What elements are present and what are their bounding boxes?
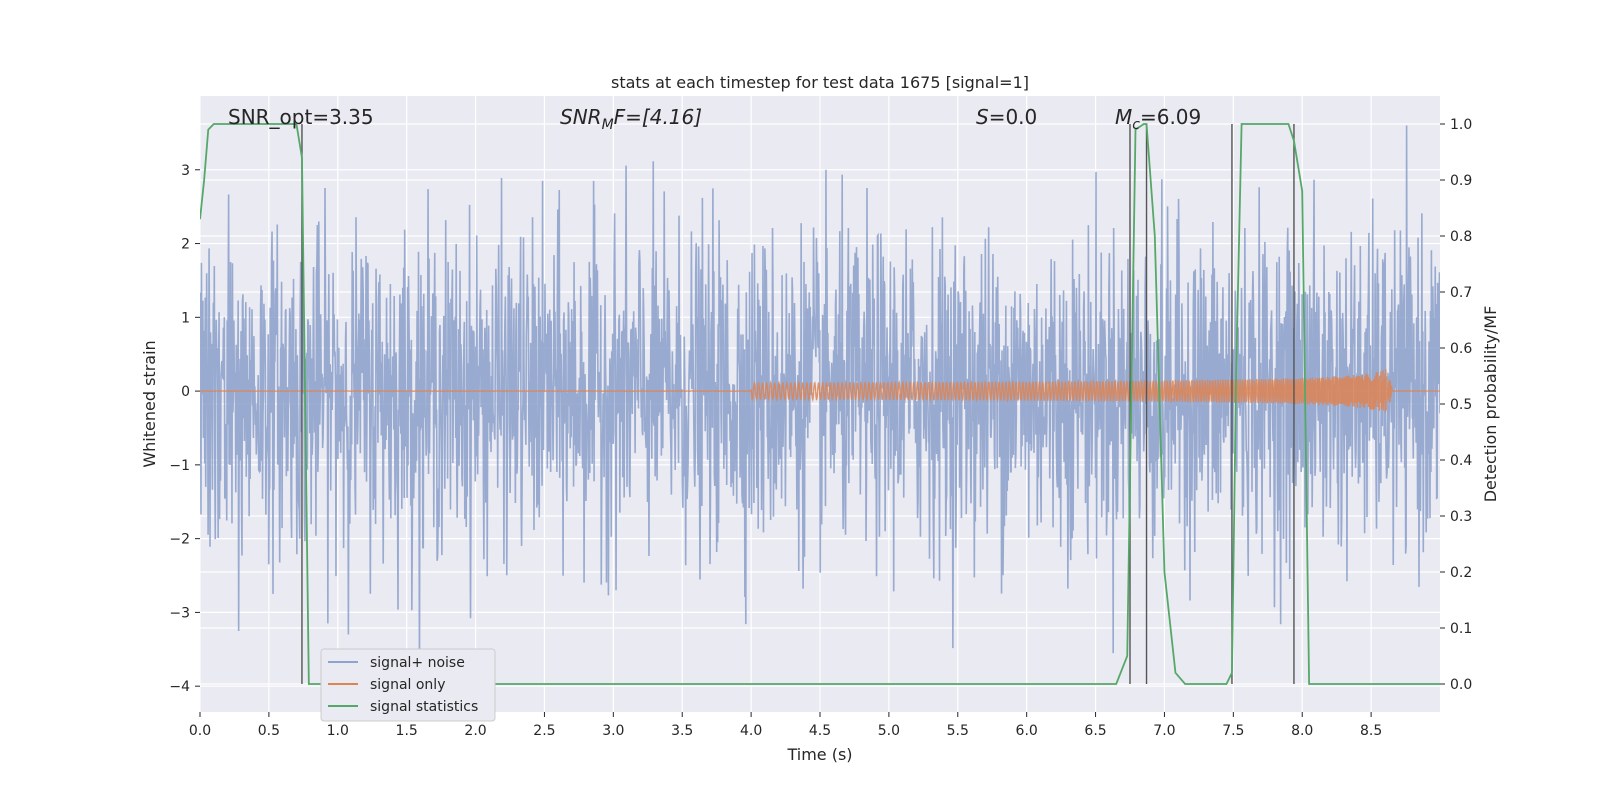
x-tick-label: 4.0 [740,723,762,739]
y-tick-label-right: 1.0 [1450,117,1472,133]
axes: 0.0 0.5 1.0 1.5 2.0 2.5 3.0 3.5 4.0 4.5 5.0 5.5 6.0 6… [169,117,1472,739]
y-tick-label-right: 0.5 [1450,397,1472,413]
y-tick-label-right: 0.8 [1450,229,1472,245]
legend: signal+ noise signal only signal statist… [320,648,496,722]
x-tick-label: 5.5 [947,723,969,739]
y-tick-label-left: 0 [181,384,190,400]
annotation-snr-opt: SNR_opt=3.35 [228,105,374,129]
x-tick-label: 8.5 [1360,723,1382,739]
y-tick-label-right: 0.9 [1450,173,1472,189]
y-tick-label-right: 0.1 [1450,621,1472,637]
legend-label-signal-noise: signal+ noise [370,655,465,671]
annotation-mc: Mc=6.09 [1115,105,1201,133]
x-tick-label: 8.0 [1291,723,1313,739]
y-axis-label-right: Detection probability/MF [1481,306,1500,503]
y-tick-label-left: 2 [181,237,190,253]
series-signal-only [200,369,1440,413]
y-tick-label-left: −1 [169,458,190,474]
y-axis-label-left: Whitened strain [140,340,159,467]
x-tick-label: 0.5 [258,723,280,739]
x-tick-label: 6.5 [1084,723,1106,739]
y-tick-label-right: 0.4 [1450,453,1472,469]
legend-label-signal-only: signal only [370,677,445,693]
x-axis-label: Time (s) [786,745,852,764]
x-tick-label: 0.0 [189,723,211,739]
annotation-snr-mf: SNRMF=[4.16] [560,105,702,133]
y-tick-label-left: −2 [169,532,190,548]
x-tick-label: 2.5 [533,723,555,739]
annotation-s: S=0.0 [976,105,1037,129]
y-tick-label-left: −4 [169,679,190,695]
x-tick-label: 3.5 [671,723,693,739]
legend-label-signal-statistics: signal statistics [370,699,478,715]
x-tick-label: 1.0 [327,723,349,739]
series-signal-noise [200,125,1440,683]
legend-box [320,648,496,722]
chart-title: stats at each timestep for test data 167… [611,73,1029,92]
y-tick-label-right: 0.7 [1450,285,1472,301]
plot-layer [200,123,1440,685]
y-tick-label-right: 0.0 [1450,677,1472,693]
y-tick-label-left: 1 [181,310,190,326]
y-tick-label-right: 0.2 [1450,565,1472,581]
x-tick-label: 7.0 [1153,723,1175,739]
x-tick-label: 6.0 [1016,723,1038,739]
x-tick-label: 5.0 [878,723,900,739]
y-tick-label-left: 3 [181,163,190,179]
x-tick-label: 3.0 [602,723,624,739]
x-tick-label: 1.5 [396,723,418,739]
x-tick-label: 4.5 [809,723,831,739]
x-tick-label: 7.5 [1222,723,1244,739]
y-tick-label-right: 0.3 [1450,509,1472,525]
x-tick-label: 2.0 [464,723,486,739]
y-tick-label-left: −3 [169,605,190,621]
series-signal-statistics [200,123,1440,685]
y-tick-label-right: 0.6 [1450,341,1472,357]
